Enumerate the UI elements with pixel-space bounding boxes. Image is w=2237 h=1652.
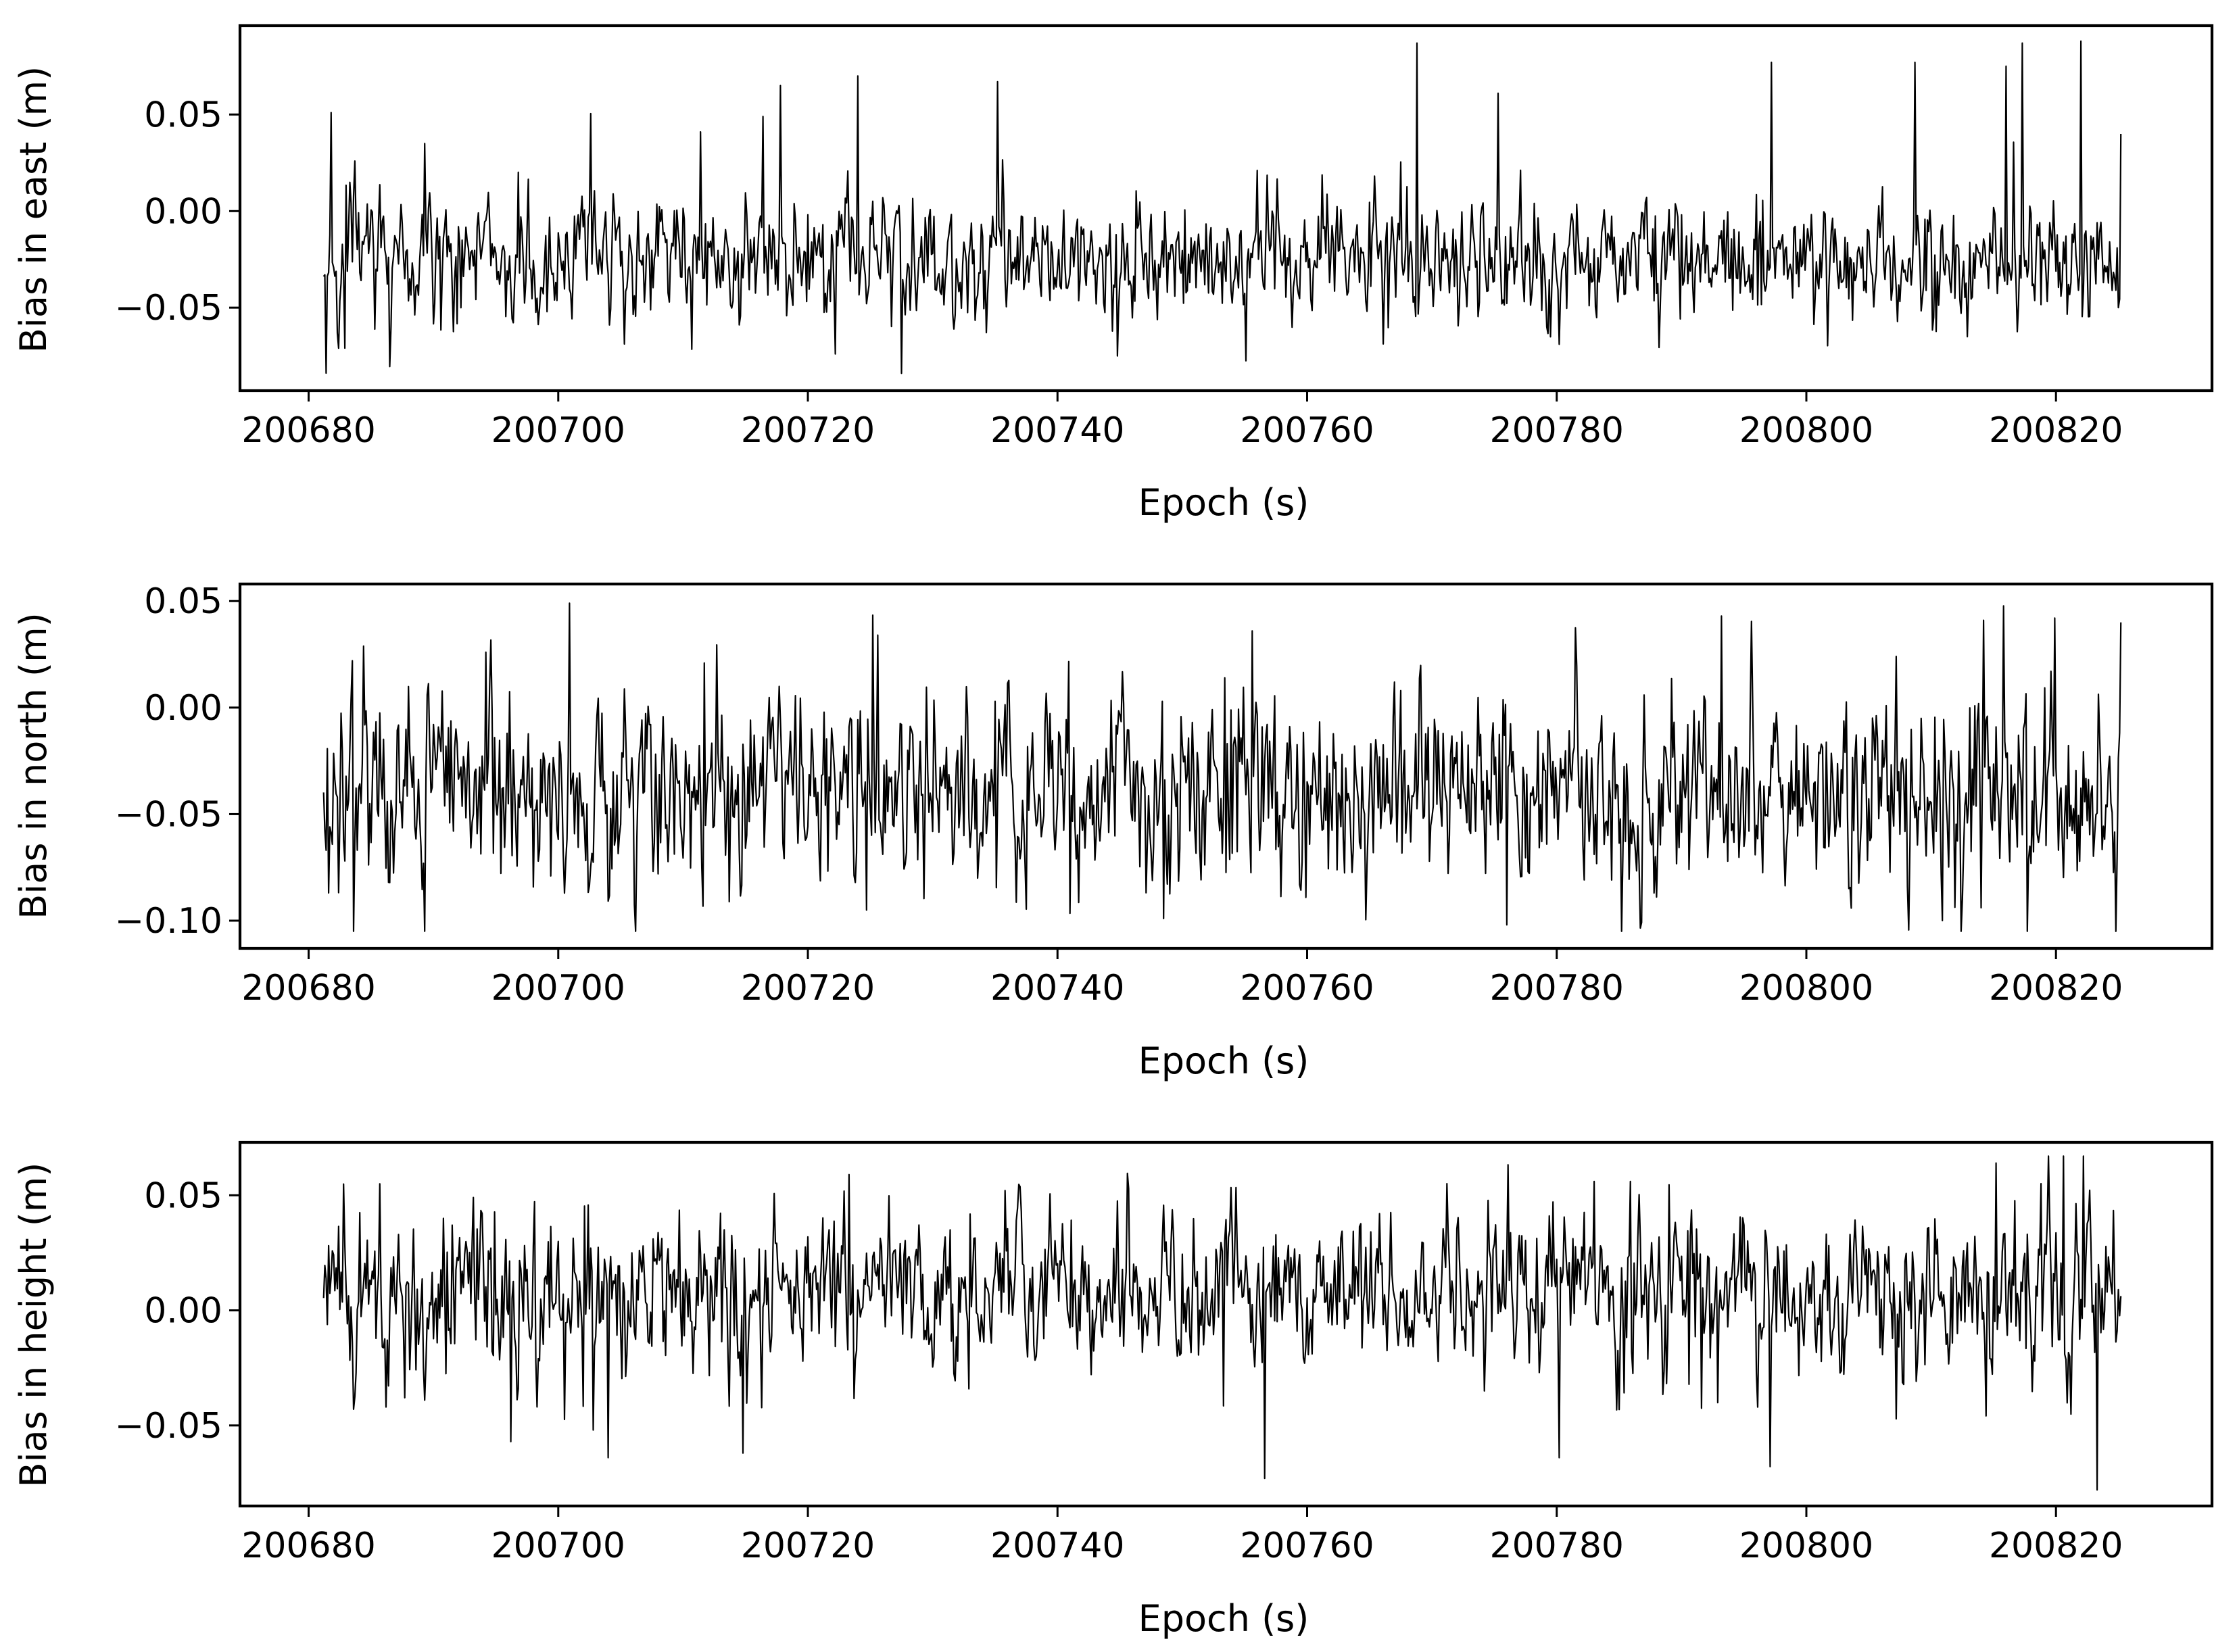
x-tick-label-east: 200680 [241,410,376,451]
x-tick-label-east: 200740 [990,410,1125,451]
x-tick-label-north: 200760 [1240,968,1374,1009]
plot-frame-east [238,24,2214,393]
x-tick-label-north: 200800 [1739,968,1874,1009]
plot-frame-height [238,1140,2214,1508]
y-tick-label-height: −0.05 [115,1406,222,1447]
x-tick-label-east: 200760 [1240,410,1374,451]
y-tick-label-north: −0.05 [115,794,222,835]
x-tick-label-north: 200780 [1489,968,1624,1009]
x-tick-label-north: 200700 [491,968,626,1009]
x-axis-label-east: Epoch (s) [1138,481,1309,524]
panel-east: 200680 200700 200720 200740 200760 200780 2008… [12,24,2214,524]
y-axis-label-east: Bias in east (m) [12,66,55,353]
plot-frame-north [238,582,2214,950]
x-tick-label-height: 200800 [1739,1526,1874,1566]
x-tick-label-height: 200700 [491,1526,626,1566]
series-line-height [322,1155,2122,1491]
plot-area-height: 200680 200700 200720 200740 200760 200780 2008… [115,1140,2214,1566]
y-axis-label-height: Bias in height (m) [12,1163,55,1488]
panel-height: 200680 200700 200720 200740 200760 200780 2008… [12,1140,2214,1640]
x-tick-label-height: 200820 [1989,1526,2123,1566]
y-tick-label-north: 0.05 [144,581,222,622]
x-tick-label-north: 200740 [990,968,1125,1009]
x-tick-label-east: 200720 [741,410,875,451]
x-tick-label-height: 200680 [241,1526,376,1566]
y-tick-label-east: 0.00 [144,191,222,232]
y-tick-label-north: 0.00 [144,688,222,729]
x-tick-label-east: 200800 [1739,410,1874,451]
x-tick-label-north: 200820 [1989,968,2123,1009]
y-tick-label-east: 0.05 [144,95,222,135]
y-tick-label-height: 0.05 [144,1175,222,1216]
x-tick-label-height: 200720 [741,1526,875,1566]
series-line-north [322,602,2122,932]
plot-area-north: 200680 200700 200720 200740 200760 200780 2008… [115,581,2214,1009]
y-tick-label-height: 0.00 [144,1291,222,1332]
y-tick-label-north: −0.10 [115,901,222,942]
x-tick-label-height: 200780 [1489,1526,1624,1566]
panel-north: 200680 200700 200720 200740 200760 200780 2008… [12,581,2214,1082]
x-tick-label-east: 200780 [1489,410,1624,451]
y-axis-label-north: Bias in north (m) [12,612,55,919]
x-tick-label-height: 200760 [1240,1526,1374,1566]
x-tick-label-north: 200720 [741,968,875,1009]
x-tick-label-north: 200680 [241,968,376,1009]
x-tick-label-height: 200740 [990,1526,1125,1566]
x-axis-label-north: Epoch (s) [1138,1040,1309,1082]
plot-area-east: 200680 200700 200720 200740 200760 200780 2008… [115,24,2214,451]
x-tick-label-east: 200820 [1989,410,2123,451]
x-axis-label-height: Epoch (s) [1138,1597,1309,1640]
x-tick-label-east: 200700 [491,410,626,451]
series-line-east [322,40,2122,374]
y-tick-label-east: −0.05 [115,288,222,329]
